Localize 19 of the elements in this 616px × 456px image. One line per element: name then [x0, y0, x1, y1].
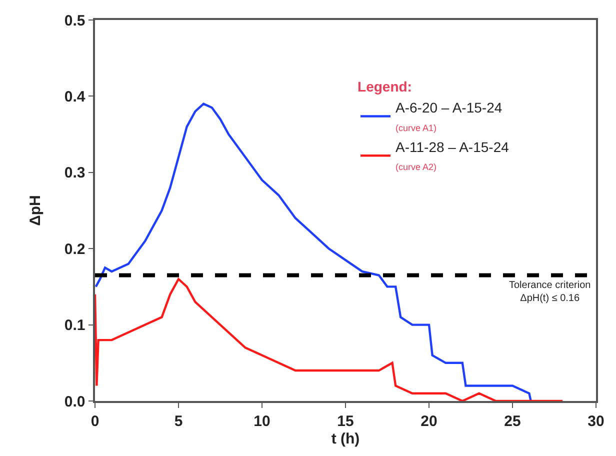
- legend-title: Legend:: [358, 78, 412, 95]
- y-tick-label: 0.5: [64, 12, 86, 30]
- y-tick-label: 0.3: [64, 164, 86, 182]
- y-tick-label: 0.1: [64, 317, 86, 334]
- y-tick-label: 0.0: [64, 393, 86, 410]
- x-axis-title: t (h): [331, 430, 360, 448]
- x-tick-label: 30: [588, 412, 604, 430]
- x-tick-label: 20: [420, 412, 438, 430]
- x-tick-label: 10: [254, 412, 270, 430]
- x-tick-label: 15: [337, 412, 354, 430]
- y-axis-title: ΔpH: [27, 195, 44, 226]
- legend-label: A-11-28 – A-15-24 (curve A2): [396, 139, 510, 172]
- y-tick-label: 0.4: [64, 88, 86, 106]
- x-tick-label: 0: [90, 412, 100, 430]
- legend-label: A-6-20 – A-15-24 (curve A1): [396, 100, 502, 133]
- ref-line-label: Tolerance criterion ΔpH(t) ≤ 0.16: [509, 280, 591, 304]
- x-tick-label: 5: [174, 412, 183, 430]
- x-tick-label: 25: [504, 412, 521, 430]
- y-tick-label: 0.2: [64, 240, 86, 258]
